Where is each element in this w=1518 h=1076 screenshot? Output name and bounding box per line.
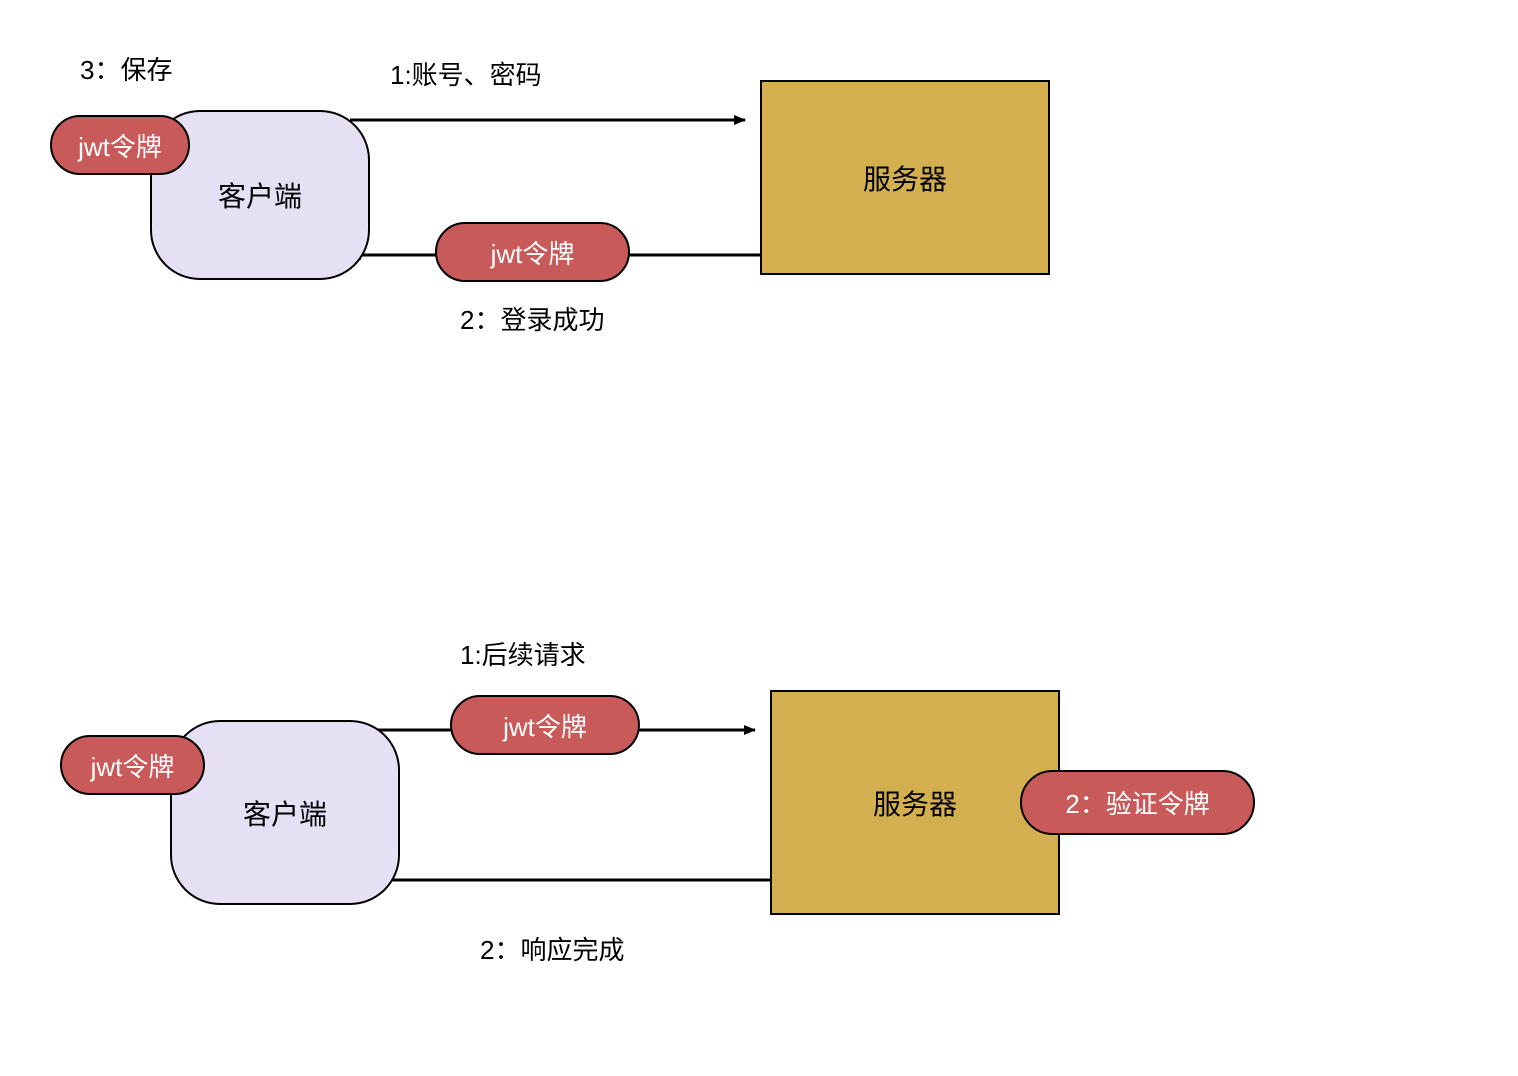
client-label-top: 客户端 [218, 175, 302, 215]
jwt-pill-return-top: jwt令牌 [435, 222, 630, 282]
label-login-success: 2：登录成功 [460, 300, 604, 337]
diagram-canvas: 客户端 服务器 jwt令牌 jwt令牌 3：保存 1:账号、密码 2：登录成功 … [0, 0, 1518, 1076]
label-response-complete: 2：响应完成 [480, 930, 624, 967]
server-node-top: 服务器 [760, 80, 1050, 275]
server-node-bottom: 服务器 [770, 690, 1060, 915]
jwt-pill-client-top: jwt令牌 [50, 115, 190, 175]
jwt-pill-request-bottom-label: jwt令牌 [503, 707, 587, 744]
jwt-pill-request-bottom: jwt令牌 [450, 695, 640, 755]
server-label-bottom: 服务器 [873, 783, 957, 823]
verify-token-pill-label: 2：验证令牌 [1065, 784, 1209, 821]
jwt-pill-return-top-label: jwt令牌 [491, 234, 575, 271]
client-node-bottom: 客户端 [170, 720, 400, 905]
label-login-credentials: 1:账号、密码 [390, 55, 542, 92]
label-subsequent-request: 1:后续请求 [460, 635, 586, 672]
jwt-pill-client-bottom: jwt令牌 [60, 735, 205, 795]
jwt-pill-client-top-label: jwt令牌 [78, 127, 162, 164]
client-label-bottom: 客户端 [243, 793, 327, 833]
label-save: 3：保存 [80, 50, 172, 87]
verify-token-pill: 2：验证令牌 [1020, 770, 1255, 835]
server-label-top: 服务器 [863, 158, 947, 198]
jwt-pill-client-bottom-label: jwt令牌 [91, 747, 175, 784]
